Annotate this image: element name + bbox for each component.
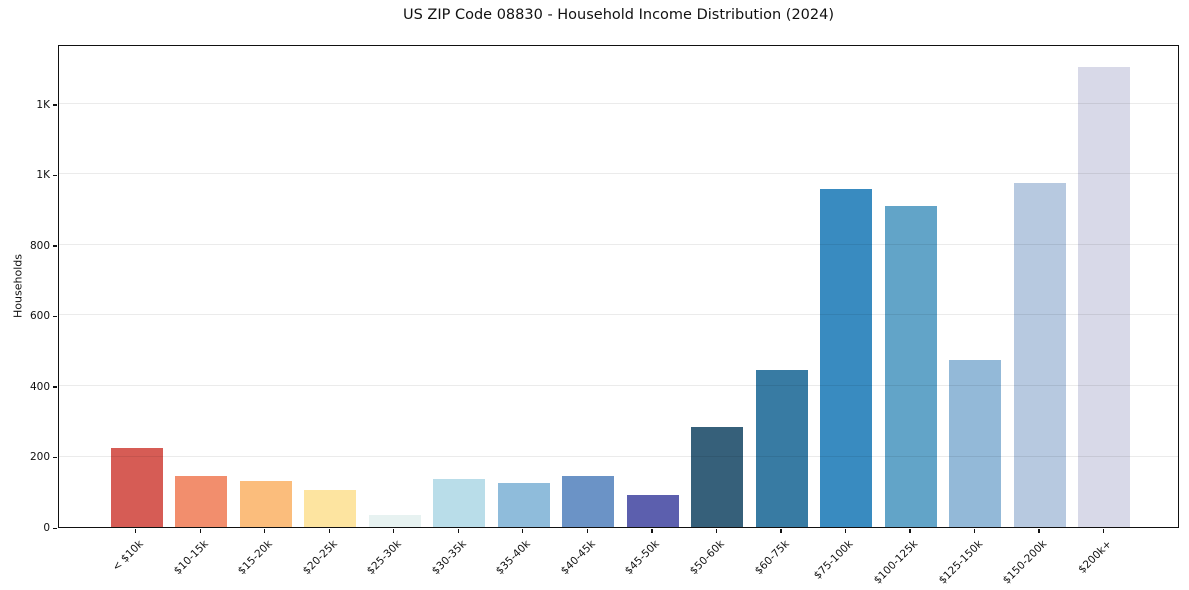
x-tick-mark [135,529,137,533]
gridline-y1200 [59,102,1178,104]
x-tick-label: $125-150k [936,538,985,587]
x-tick-label: $150-200k [1000,538,1050,587]
bar-125-150k [949,359,1002,527]
bar-20-25k [304,489,357,527]
plot-area [58,45,1179,528]
y-tick-mark [53,527,57,529]
y-tick-mark [53,245,57,247]
y-tick-label: 200 [29,451,50,464]
x-tick-mark [715,529,718,533]
chart-title: US ZIP Code 08830 - Household Income Dis… [402,7,835,23]
bar-75-100k [820,188,873,527]
x-tick-label: < $10k [110,538,146,574]
x-tick-mark [457,529,459,533]
x-tick-label: $35-40k [494,538,534,578]
bar-150-200k [1013,183,1066,527]
y-tick-label: 1K [36,169,50,182]
bar-200k [1078,66,1131,527]
x-tick-label: $60-75k [752,538,792,578]
bar-60-75k [755,370,808,527]
y-tick-label: 800 [29,239,50,252]
bar-40-45k [562,475,615,527]
x-tick-mark [199,529,201,533]
x-tick-label: $20-25k [300,538,340,578]
x-tick-mark [264,529,266,533]
y-tick-mark [53,104,57,106]
gridline-y400 [59,384,1178,386]
x-tick-mark [586,529,589,533]
bar-100-125k [884,206,937,527]
y-tick-label: 400 [29,380,50,393]
x-tick-label: $10-15k [171,538,211,578]
x-tick-label: $25-30k [365,538,405,578]
bar-30-35k [433,479,486,527]
bar-25-30k [368,514,421,527]
y-tick-mark [53,315,57,318]
bar-15-20k [239,481,292,527]
x-tick-label: $100-125k [871,538,921,587]
x-tick-mark [522,529,524,533]
x-tick-mark [1038,529,1040,533]
x-tick-label: $200k+ [1076,538,1114,576]
bar-45-50k [626,495,679,527]
bar-10-15k [175,475,228,527]
x-tick-label: $50-60k [687,538,727,578]
bar-10k [110,447,163,527]
gridline-y200 [59,455,1178,457]
x-tick-label: $15-20k [235,538,276,578]
x-tick-label: $40-45k [558,538,598,578]
y-tick-label: 0 [43,522,50,534]
bar-35-40k [497,482,550,527]
x-tick-label: $30-35k [429,538,469,578]
bar-50-60k [691,426,744,527]
x-tick-mark [328,529,330,533]
x-tick-label: $45-50k [623,538,663,578]
gridline-y1000 [59,173,1178,175]
y-axis-label: Households [11,254,25,318]
x-tick-label: $75-100k [812,538,856,582]
y-tick-mark [53,386,57,388]
x-tick-mark [973,529,976,533]
x-tick-mark [844,529,847,533]
x-tick-mark [780,529,782,533]
x-tick-mark [909,529,911,533]
x-tick-mark [651,529,653,533]
gridline-y800 [59,243,1178,245]
x-tick-mark [393,529,395,533]
x-tick-mark [1102,529,1105,533]
y-tick-mark [53,456,57,459]
gridline-y600 [59,314,1178,316]
y-tick-label: 600 [29,310,50,323]
y-tick-label: 1K [36,98,50,111]
y-tick-mark [53,174,57,177]
